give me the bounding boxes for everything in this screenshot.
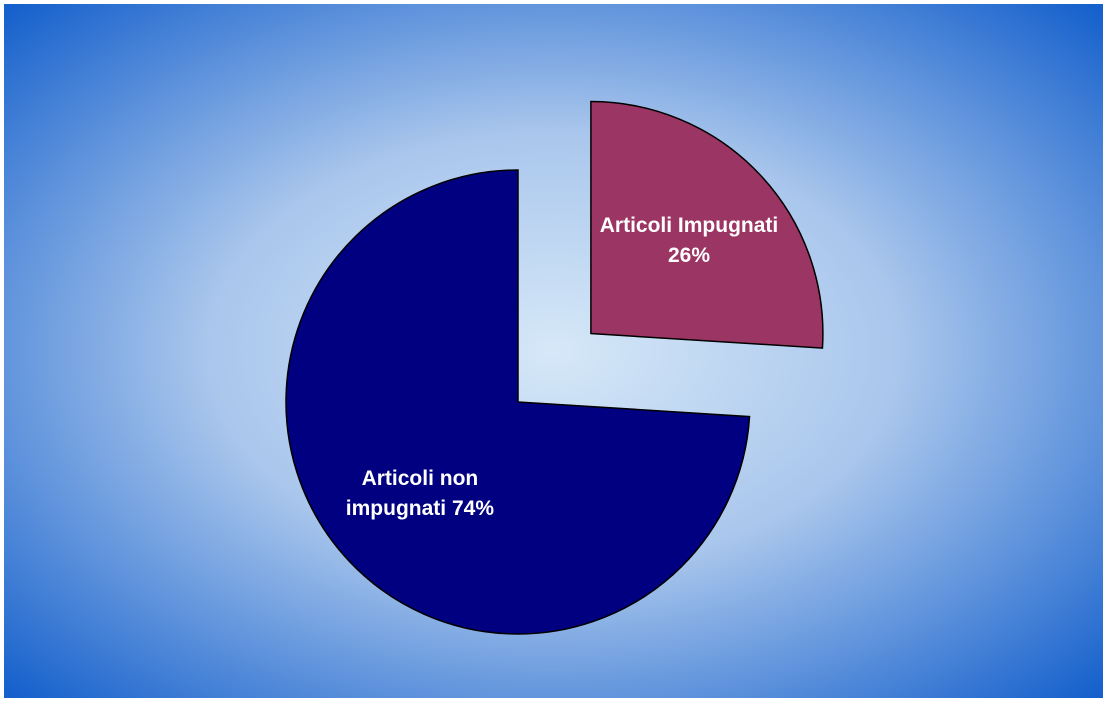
- pie-slice: [285, 169, 751, 635]
- chart-svg: [4, 4, 1103, 698]
- data-label: Articoli Impugnati 26%: [599, 214, 779, 268]
- data-label: Articoli non impugnati 74%: [345, 467, 494, 521]
- chart: Articoli Impugnati 26% Articoli non impug…: [4, 4, 1103, 698]
- pie-slice: [590, 100, 824, 349]
